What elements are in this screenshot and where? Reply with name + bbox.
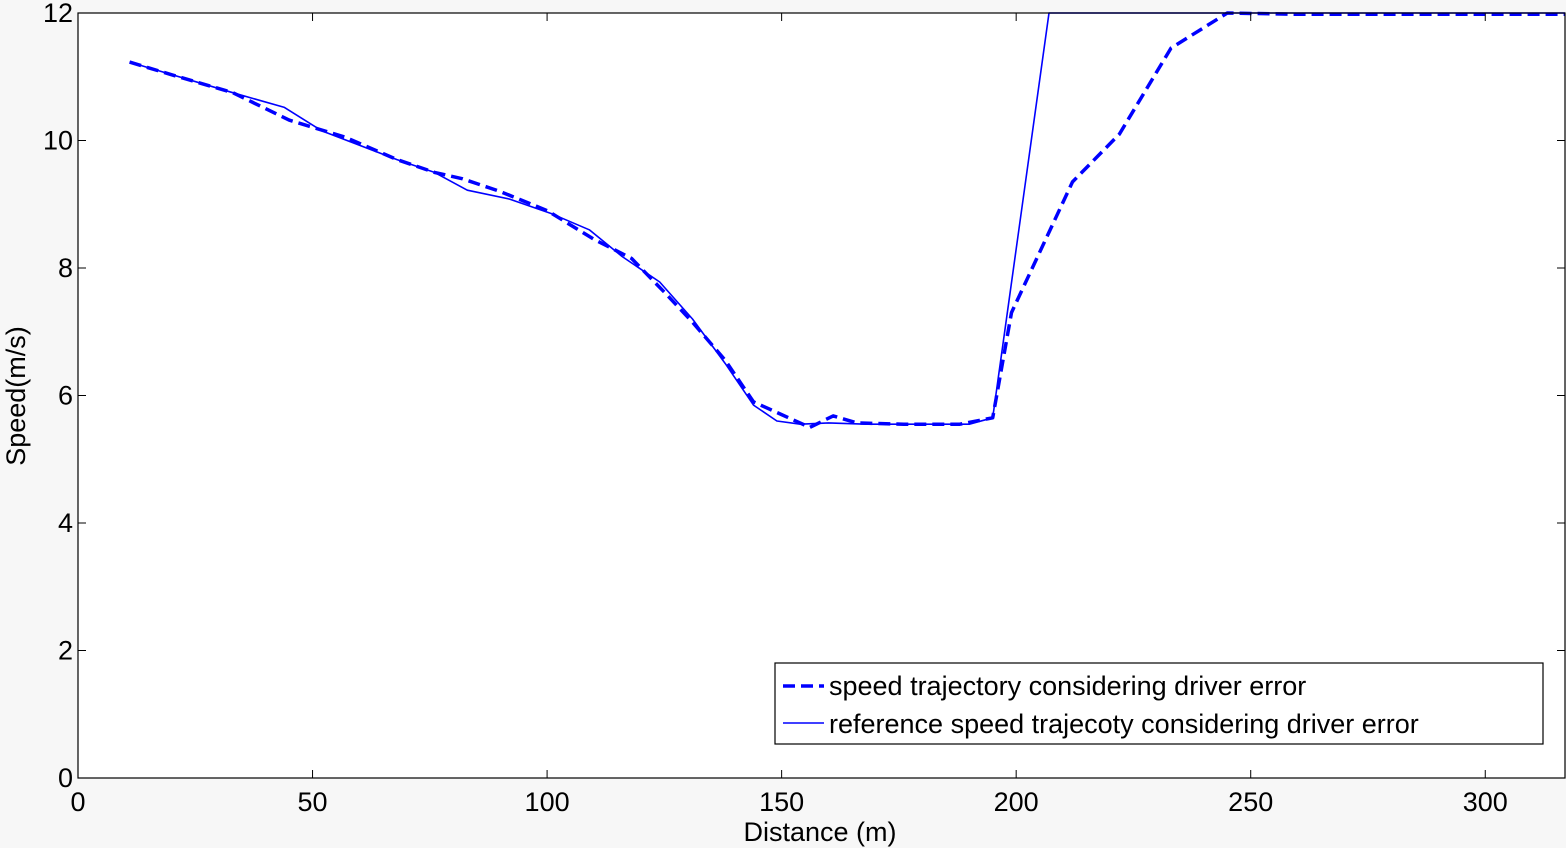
y-tick-label: 6: [58, 381, 73, 411]
legend-box: [774, 662, 1544, 745]
y-tick-label: 2: [58, 636, 73, 666]
legend-label-reference-trajectory: reference speed trajecoty considering dr…: [829, 709, 1419, 739]
y-tick-label: 0: [58, 763, 73, 793]
series-line-reference-trajectory: [129, 12, 1565, 426]
x-tick-label: 50: [298, 787, 328, 817]
x-tick-label: 150: [759, 787, 804, 817]
y-tick-label: 8: [58, 253, 73, 283]
legend-label-speed-trajectory: speed trajectory considering driver erro…: [829, 671, 1306, 701]
axis-ticks: 0 50 100 150 200 250 300 0 2 4 6 8 10 12: [43, 0, 1565, 817]
x-axis-label: Distance (m): [743, 817, 896, 847]
x-tick-label: 0: [70, 787, 85, 817]
x-tick-label: 300: [1463, 787, 1508, 817]
plot-area: [78, 13, 1565, 778]
y-tick-label: 4: [58, 508, 73, 538]
y-tick-label: 12: [43, 0, 73, 28]
x-tick-label: 100: [525, 787, 570, 817]
y-axis-label: Speed(m/s): [1, 326, 31, 466]
x-tick-label: 250: [1228, 787, 1273, 817]
series-layer: [129, 11, 1565, 430]
y-tick-label: 10: [43, 126, 73, 156]
legend: speed trajectory considering driver erro…: [774, 662, 1544, 745]
x-tick-label: 200: [994, 787, 1039, 817]
